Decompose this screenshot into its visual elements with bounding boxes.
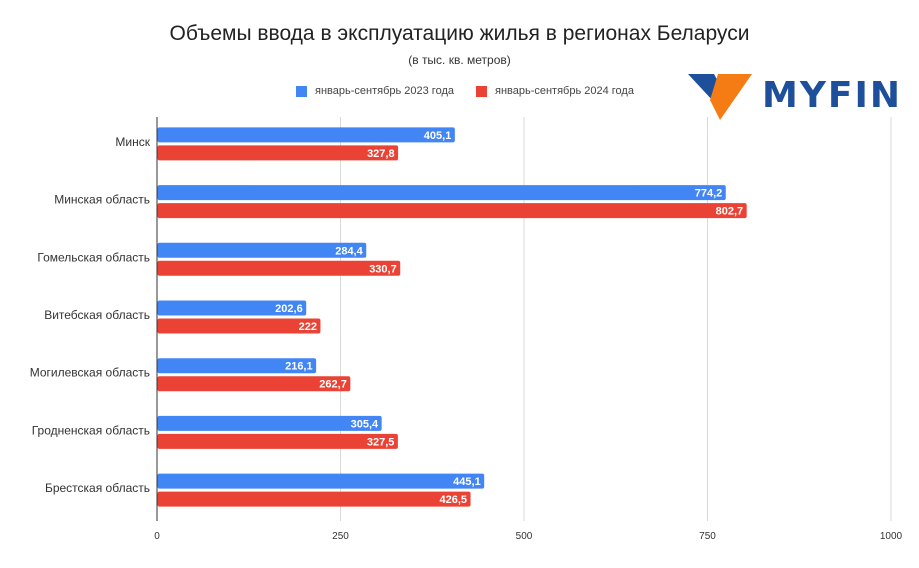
x-tick-label-250: 250 bbox=[332, 531, 349, 542]
bar-label-2024-2: 330,7 bbox=[369, 263, 397, 275]
bar-label-2023-3: 202,6 bbox=[275, 303, 303, 315]
bar-label-2024-4: 262,7 bbox=[319, 379, 347, 391]
x-tick-label-750: 750 bbox=[699, 531, 716, 542]
myfin-logo-text: MYFIN bbox=[762, 75, 903, 116]
bar-label-2024-1: 802,7 bbox=[716, 206, 744, 218]
x-tick-label-0: 0 bbox=[154, 531, 160, 542]
bar-2024-6[interactable] bbox=[157, 491, 471, 507]
myfin-logo-icon bbox=[688, 74, 752, 120]
bar-2024-4[interactable] bbox=[157, 376, 351, 392]
bar-2023-4[interactable] bbox=[157, 358, 317, 374]
bar-label-2024-3: 222 bbox=[299, 321, 317, 333]
x-tick-label-500: 500 bbox=[516, 531, 533, 542]
category-label-3: Витебская область bbox=[44, 308, 150, 322]
legend-swatch-2024 bbox=[475, 85, 487, 97]
legend: январь-сентябрь 2023 года январь-сентябр… bbox=[296, 85, 656, 97]
bar-2023-3[interactable] bbox=[157, 300, 307, 316]
category-label-2: Гомельская область bbox=[37, 250, 150, 264]
chart-subtitle: (в тыс. кв. метров) bbox=[408, 53, 511, 67]
bar-label-2023-6: 445,1 bbox=[453, 476, 481, 488]
bars: 405,1 327,8 774,2 802,7 284,4 330,7 202,6 222 21… bbox=[157, 127, 747, 507]
bar-label-2023-2: 284,4 bbox=[335, 245, 363, 257]
bar-2024-1[interactable] bbox=[157, 203, 747, 219]
legend-label-2023: январь-сентябрь 2023 года bbox=[315, 85, 454, 97]
x-axis-ticks: 0 250 500 750 1000 bbox=[154, 531, 902, 542]
category-label-0: Минск bbox=[115, 135, 150, 149]
category-label-1: Минская область bbox=[54, 193, 150, 207]
legend-label-2024: январь-сентябрь 2024 года bbox=[494, 85, 634, 97]
bar-label-2024-5: 327,5 bbox=[367, 436, 395, 448]
bar-label-2024-0: 327,8 bbox=[367, 148, 395, 160]
bar-label-2024-6: 426,5 bbox=[440, 494, 468, 506]
bar-2024-0[interactable] bbox=[157, 145, 399, 161]
category-label-6: Брестская область bbox=[45, 481, 150, 495]
legend-item-2024[interactable]: январь-сентябрь 2024 года bbox=[475, 85, 634, 97]
chart-title: Объемы ввода в эксплуатацию жилья в реги… bbox=[169, 22, 750, 45]
x-tick-label-1000: 1000 bbox=[880, 531, 903, 542]
gridlines bbox=[340, 117, 892, 521]
bar-2023-0[interactable] bbox=[157, 127, 455, 143]
bar-2024-5[interactable] bbox=[157, 433, 398, 449]
bar-label-2023-0: 405,1 bbox=[424, 130, 452, 142]
legend-item-2023[interactable]: январь-сентябрь 2023 года bbox=[296, 85, 454, 97]
myfin-logo: MYFIN bbox=[688, 72, 902, 120]
category-label-4: Могилевская область bbox=[30, 366, 150, 380]
bar-label-2023-1: 774,2 bbox=[695, 188, 723, 200]
bar-2024-2[interactable] bbox=[157, 260, 401, 276]
bar-2023-5[interactable] bbox=[157, 415, 382, 431]
bar-2024-3[interactable] bbox=[157, 318, 321, 334]
bar-label-2023-4: 216,1 bbox=[285, 361, 313, 373]
category-label-5: Гродненская область bbox=[32, 423, 150, 437]
bar-2023-6[interactable] bbox=[157, 473, 485, 489]
legend-swatch-2023 bbox=[296, 85, 307, 97]
bar-2023-2[interactable] bbox=[157, 242, 367, 258]
bar-label-2023-5: 305,4 bbox=[351, 418, 379, 430]
category-labels: Минск Минская область Гомельская область Ви… bbox=[30, 135, 151, 495]
bar-2023-1[interactable] bbox=[157, 185, 726, 201]
